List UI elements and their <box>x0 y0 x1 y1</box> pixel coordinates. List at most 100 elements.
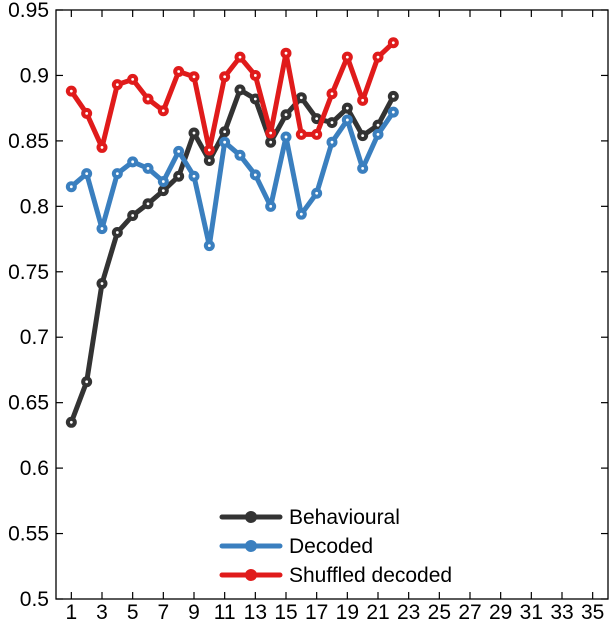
data-point-center <box>361 134 365 138</box>
x-tick-label: 33 <box>550 601 573 624</box>
data-point-center <box>177 174 181 178</box>
x-tick-label: 11 <box>214 601 236 624</box>
y-tick-label: 0.55 <box>8 523 49 546</box>
y-tick-label: 0.6 <box>20 457 49 480</box>
y-tick-label: 0.9 <box>20 64 49 87</box>
data-point-center <box>192 75 196 79</box>
data-point-center <box>146 97 150 101</box>
legend-label: Shuffled decoded <box>289 564 452 587</box>
data-point-center <box>223 130 227 134</box>
data-point-center <box>284 135 288 139</box>
data-point-center <box>69 89 73 93</box>
x-tick-label: 7 <box>157 601 169 624</box>
data-point-center <box>376 55 380 59</box>
series <box>65 106 399 252</box>
x-tick-label: 17 <box>305 601 328 624</box>
data-point-center <box>100 227 104 230</box>
data-point-center <box>376 132 380 136</box>
legend-label: Behavioural <box>289 506 400 529</box>
data-point-center <box>315 117 319 121</box>
x-tick-label: 21 <box>366 601 389 624</box>
data-point-center <box>100 146 104 149</box>
data-point-center <box>345 106 349 110</box>
x-tick-label: 3 <box>96 601 108 624</box>
data-point-center <box>284 113 288 117</box>
legend-item: Behavioural <box>219 506 400 529</box>
data-point-center <box>345 118 349 122</box>
axis-ticks <box>56 9 608 600</box>
y-tick-label: 0.65 <box>8 392 49 415</box>
data-point-center <box>161 189 165 193</box>
data-point-center <box>284 51 288 55</box>
y-tick-label: 0.5 <box>20 588 49 611</box>
data-point-center <box>85 380 89 384</box>
data-point-center <box>207 148 211 152</box>
x-tick-label: 1 <box>65 601 77 624</box>
data-point-center <box>391 110 395 114</box>
data-point-center <box>238 55 242 59</box>
data-point-center <box>192 174 196 178</box>
series-line <box>68 87 396 425</box>
data-point-center <box>223 75 227 79</box>
x-tick-label: 29 <box>489 601 512 624</box>
data-point-center <box>345 55 349 59</box>
legend-item: Shuffled decoded <box>219 564 452 587</box>
data-point-center <box>69 185 73 189</box>
data-point-center <box>115 83 119 87</box>
data-point-center <box>192 131 196 135</box>
data-point-center <box>161 109 165 113</box>
y-tick-label: 0.95 <box>8 0 49 22</box>
data-point-center <box>131 214 135 217</box>
legend-swatch-marker <box>245 511 257 523</box>
legend: Behavioural Decoded Shuffled decoded <box>219 506 452 587</box>
data-point-center <box>361 166 365 170</box>
data-point-center <box>207 159 211 162</box>
series <box>65 84 399 428</box>
data-point-center <box>223 140 227 144</box>
data-point-center <box>115 172 119 176</box>
data-point-center <box>361 98 365 102</box>
x-tick-label: 9 <box>188 601 200 624</box>
data-point-center <box>85 112 89 115</box>
x-tick-label: 19 <box>336 601 359 624</box>
data-point-center <box>85 172 89 176</box>
data-point-center <box>253 173 257 177</box>
x-tick-label: 23 <box>397 601 420 624</box>
data-point-center <box>207 244 211 248</box>
data-point-center <box>69 420 73 424</box>
y-tick-labels: 0.5 0.55 0.6 0.65 0.7 0.75 0.8 0.85 0.9 0.95 <box>8 0 49 611</box>
data-point-center <box>269 131 273 135</box>
series-line <box>68 109 396 249</box>
data-point-center <box>315 132 319 136</box>
data-point-center <box>391 94 395 98</box>
data-point-center <box>177 149 181 153</box>
y-tick-label: 0.7 <box>20 326 49 349</box>
legend-item: Decoded <box>219 535 373 558</box>
data-point-center <box>299 96 303 100</box>
x-tick-label: 31 <box>520 601 543 624</box>
x-tick-label: 35 <box>581 601 604 624</box>
data-point-center <box>253 97 257 101</box>
data-point-center <box>146 166 150 170</box>
data-point-center <box>269 140 273 144</box>
data-point-center <box>238 153 242 157</box>
data-point-center <box>391 41 395 45</box>
x-tick-label: 15 <box>274 601 297 624</box>
data-point-center <box>131 160 135 164</box>
data-point-center <box>330 121 334 124</box>
x-tick-labels: 1 3 5 7 9 11 13 15 17 19 21 23 25 27 29 31 33 35 <box>65 601 604 624</box>
data-point-center <box>376 123 380 127</box>
data-point-center <box>161 180 165 183</box>
data-point-center <box>100 282 104 285</box>
legend-swatch-marker <box>245 540 257 552</box>
data-point-center <box>299 132 303 136</box>
plot-area <box>55 9 609 600</box>
x-tick-label: 13 <box>244 601 267 624</box>
series-line <box>68 40 396 153</box>
data-point-center <box>299 212 303 216</box>
y-tick-label: 0.8 <box>20 195 49 218</box>
data-point-center <box>131 77 135 81</box>
data-point-center <box>315 191 319 195</box>
x-tick-label: 25 <box>428 601 451 624</box>
